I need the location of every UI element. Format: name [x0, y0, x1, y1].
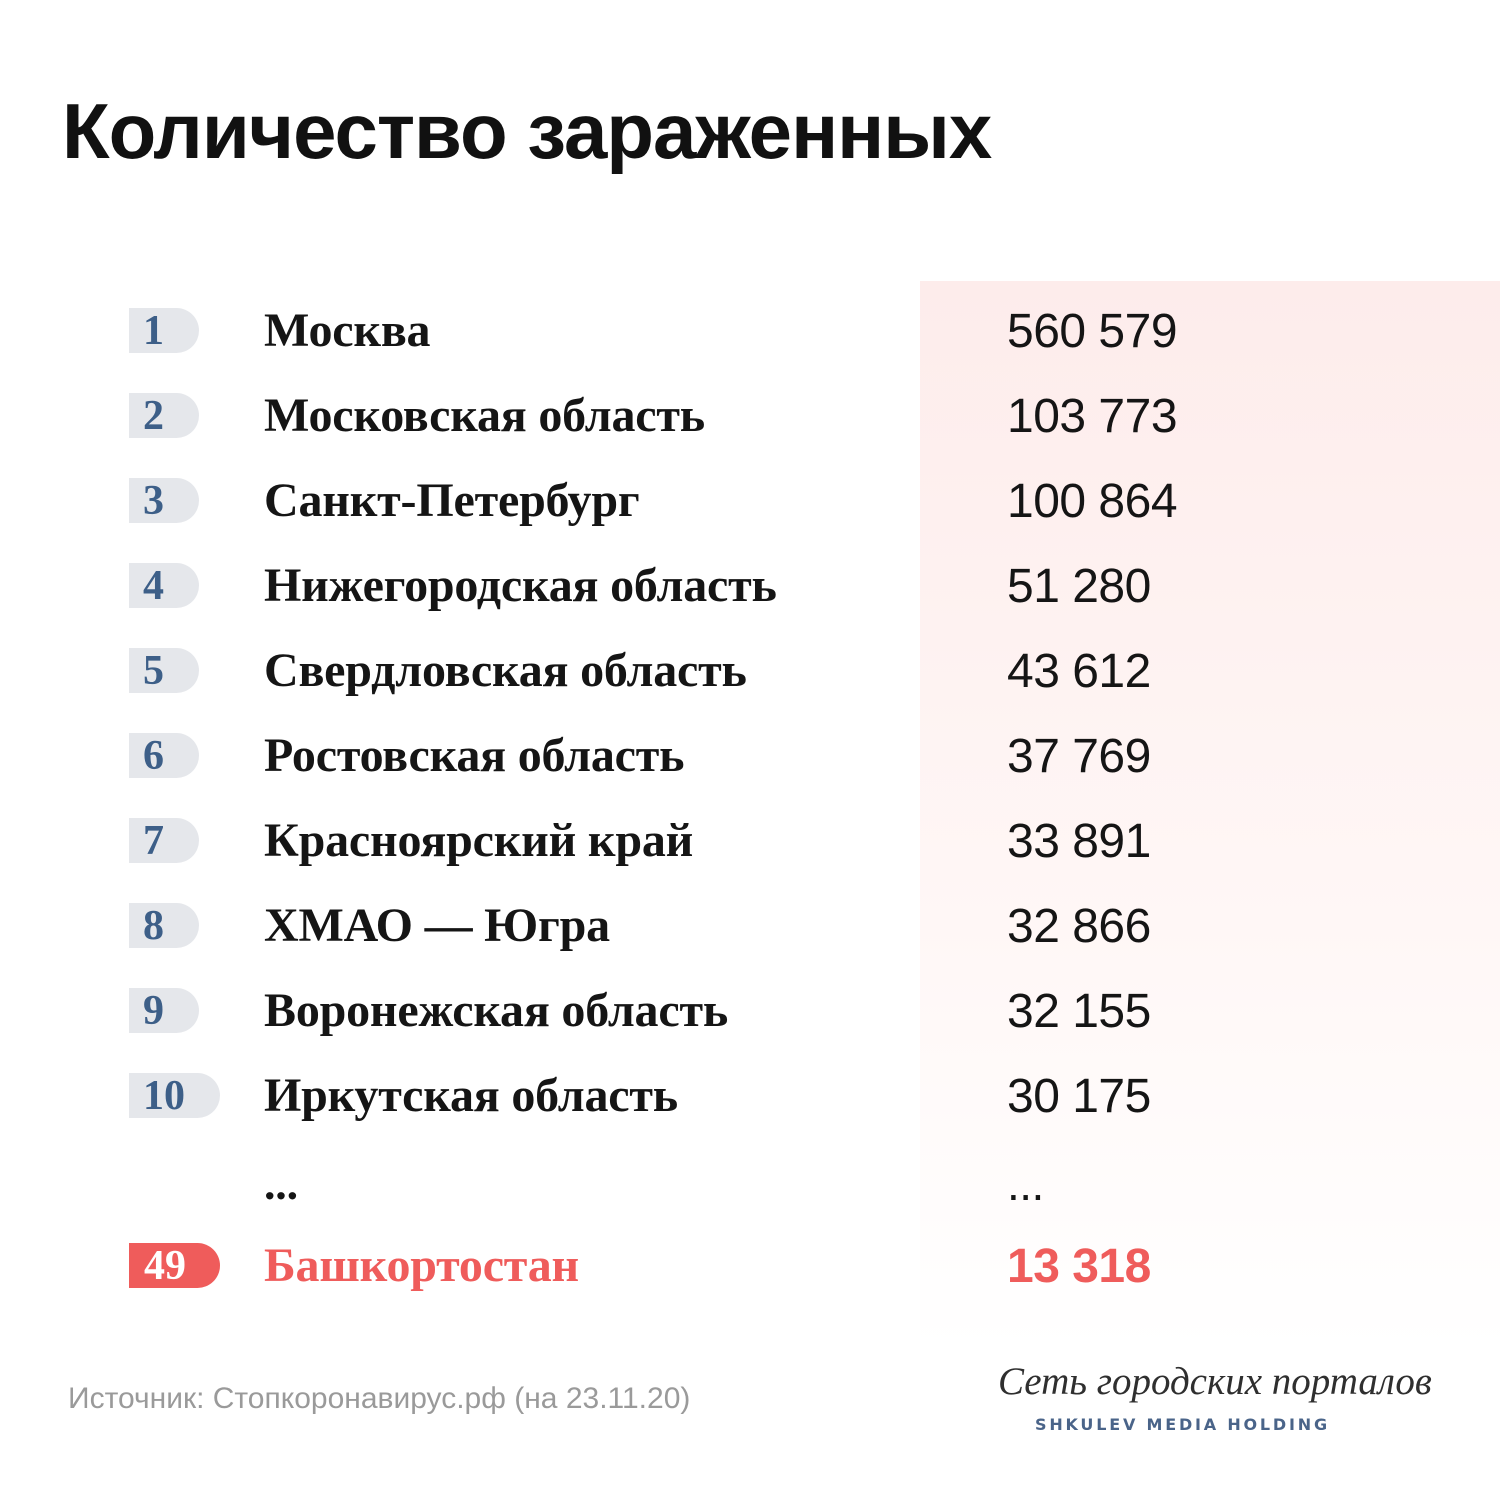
page-title: Количество зараженных	[62, 87, 992, 175]
rank-number: 9	[143, 988, 164, 1034]
rank-number: 8	[143, 903, 164, 949]
region-name: Санкт-Петербург	[264, 474, 640, 527]
rank-badge: 8	[129, 903, 199, 948]
publisher-logo: Сеть городских порталов SHKULEV MEDIA HO…	[998, 1358, 1432, 1448]
region-name: Красноярский край	[264, 814, 694, 867]
region-name: Башкортостан	[264, 1239, 580, 1292]
logo-sub-text: SHKULEV MEDIA HOLDING	[1035, 1415, 1330, 1434]
region-name: Московская область	[264, 389, 705, 442]
rank-badge: 5	[129, 648, 199, 693]
rank-badge: 10	[129, 1073, 220, 1118]
rank-number: 5	[143, 648, 164, 694]
rank-number: 49	[144, 1243, 186, 1289]
rank-number: 1	[143, 308, 164, 354]
rank-number: 10	[143, 1073, 185, 1119]
region-name: Нижегородская область	[264, 559, 777, 612]
logo-main-text: Сеть городских порталов	[998, 1360, 1432, 1403]
rank-number: 3	[143, 478, 164, 524]
rank-badge: 49	[129, 1243, 220, 1288]
rank-badge: 1	[129, 308, 199, 353]
region-name: Москва	[264, 304, 431, 357]
region-name: ХМАО — Югра	[264, 899, 610, 952]
rank-number: 2	[143, 393, 164, 439]
rank-badge: 2	[129, 393, 199, 438]
value-column-background	[920, 281, 1500, 1351]
rank-badge: 6	[129, 733, 199, 778]
region-name: Ростовская область	[264, 729, 685, 782]
rank-badge: 3	[129, 478, 199, 523]
rank-number: 7	[143, 818, 164, 864]
region-name: Свердловская область	[264, 644, 747, 697]
rank-badge: 9	[129, 988, 199, 1033]
rank-number: 6	[143, 733, 164, 779]
region-name: Иркутская область	[264, 1069, 678, 1122]
rank-badge: 4	[129, 563, 199, 608]
region-ellipsis: ...	[264, 1158, 298, 1209]
rank-number: 4	[143, 563, 164, 609]
source-note: Источник: Стопкоронавирус.рф (на 23.11.2…	[68, 1382, 691, 1415]
region-name: Воронежская область	[264, 984, 729, 1037]
rank-badge: 7	[129, 818, 199, 863]
